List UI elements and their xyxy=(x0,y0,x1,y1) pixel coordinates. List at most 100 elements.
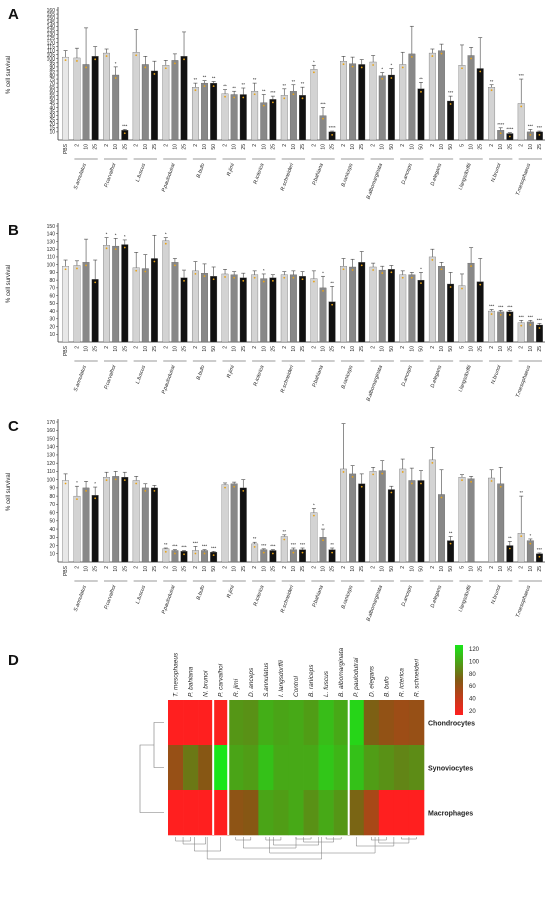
data-point xyxy=(342,63,345,66)
column-label: T. mesophaeus xyxy=(173,652,180,697)
data-point xyxy=(508,547,511,550)
data-point xyxy=(144,270,147,273)
bar xyxy=(467,262,475,343)
bar xyxy=(132,480,140,563)
bar xyxy=(310,69,318,141)
data-point xyxy=(420,482,422,485)
bar xyxy=(328,301,336,343)
dose-label: 10 xyxy=(350,144,356,150)
heatmap-cell xyxy=(273,790,289,836)
bar xyxy=(369,266,377,343)
bar xyxy=(289,549,297,563)
significance-label: ** xyxy=(232,85,236,90)
y-tick-label: 120 xyxy=(47,247,56,253)
data-point xyxy=(520,105,523,108)
data-point xyxy=(85,264,87,267)
y-tick-label: 40 xyxy=(49,309,55,315)
dose-label: 10 xyxy=(409,346,415,352)
data-point xyxy=(508,313,511,316)
dose-label: 25 xyxy=(330,346,336,352)
data-point xyxy=(135,54,138,57)
data-point xyxy=(351,65,354,68)
data-point xyxy=(322,117,324,120)
data-point xyxy=(164,550,167,553)
significance-label: ** xyxy=(203,75,207,80)
bar xyxy=(221,273,229,343)
data-point xyxy=(262,551,265,554)
group-label: L.fuscus xyxy=(135,364,147,385)
dose-label: 2 xyxy=(311,346,317,349)
bar xyxy=(201,82,208,141)
dose-label: 50 xyxy=(448,346,454,352)
data-point xyxy=(490,480,493,482)
group-label: P.paulodutrai xyxy=(161,364,177,395)
bar xyxy=(280,95,288,141)
dose-label: 10 xyxy=(528,144,534,150)
dose-label: 10 xyxy=(498,346,504,352)
bar xyxy=(269,277,277,343)
y-tick-label: 20 xyxy=(49,324,55,330)
group-label: D.anceps xyxy=(401,162,414,185)
significance-label: ** xyxy=(519,490,523,495)
column-dendrogram-branch xyxy=(194,837,221,852)
heatmap-cell xyxy=(363,700,380,746)
data-point xyxy=(312,514,315,517)
heatmap-cell xyxy=(348,700,365,746)
data-point xyxy=(342,268,345,271)
y-tick-label: 90 xyxy=(49,65,55,71)
y-tick-label: 35 xyxy=(49,109,55,115)
group-label: R.schneideri xyxy=(280,162,296,192)
data-point xyxy=(203,275,206,278)
significance-label: *** xyxy=(122,123,128,128)
y-tick-label: 80 xyxy=(49,494,55,500)
data-point xyxy=(410,276,413,279)
group-label: R.icterica xyxy=(253,585,266,607)
data-point xyxy=(351,475,354,478)
bar xyxy=(340,266,347,343)
dose-label: 25 xyxy=(93,346,99,352)
data-point xyxy=(312,71,315,74)
dose-label: 10 xyxy=(172,346,178,352)
significance-label: * xyxy=(106,232,108,237)
data-point xyxy=(351,269,354,271)
bar xyxy=(201,273,208,343)
dose-label: 50 xyxy=(418,566,424,572)
dose-label: 2 xyxy=(282,566,288,569)
data-point xyxy=(479,70,482,73)
dose-label: PBS xyxy=(63,143,69,154)
bar xyxy=(458,65,466,141)
heatmap-cell xyxy=(183,745,199,791)
data-point xyxy=(390,491,393,494)
bar xyxy=(230,94,238,141)
significance-label: *** xyxy=(507,304,513,309)
y-tick-label: 130 xyxy=(47,239,56,245)
bar xyxy=(358,262,366,343)
heatmap-cell xyxy=(168,790,184,836)
bar xyxy=(269,550,277,563)
bar xyxy=(476,68,484,141)
y-tick-label: 115 xyxy=(47,44,55,50)
dose-label: 50 xyxy=(448,566,454,572)
bar xyxy=(180,277,188,343)
dose-label: 10 xyxy=(202,346,208,352)
bar xyxy=(349,63,357,141)
data-point xyxy=(224,276,226,278)
data-point xyxy=(401,66,404,69)
y-tick-label: 45 xyxy=(49,101,55,107)
data-point xyxy=(174,264,176,267)
significance-label: ** xyxy=(508,535,512,540)
data-point xyxy=(233,485,236,488)
data-point xyxy=(242,279,245,282)
y-tick-label: 100 xyxy=(47,477,56,483)
dose-label: 2 xyxy=(163,144,169,147)
bar xyxy=(221,484,229,563)
y-tick-label: 140 xyxy=(47,232,56,238)
significance-label: *** xyxy=(537,317,543,322)
y-tick-label: 60 xyxy=(49,293,55,299)
heatmap-cell xyxy=(378,745,395,791)
dose-label: 10 xyxy=(202,566,208,572)
heatmap-cell xyxy=(198,790,214,836)
heatmap-cell xyxy=(408,790,425,836)
dose-label: 10 xyxy=(143,566,149,572)
significance-label: ** xyxy=(283,529,287,534)
